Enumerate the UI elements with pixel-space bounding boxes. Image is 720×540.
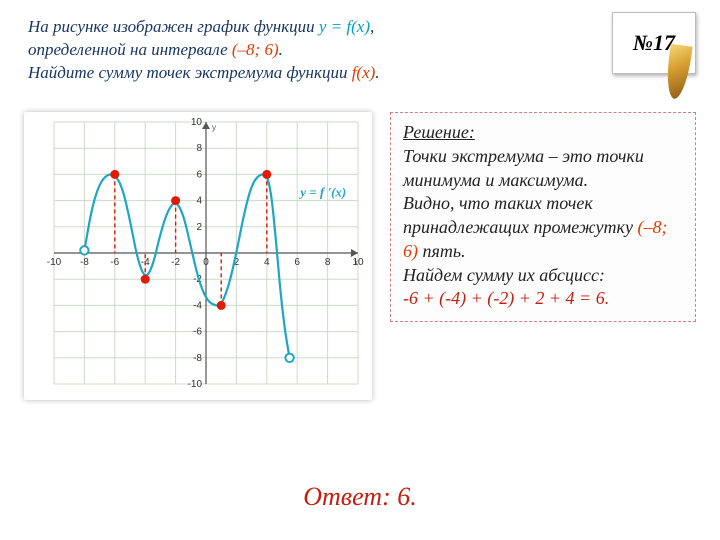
solution-line: Точки экстремума – это точки минимума и … <box>403 145 683 193</box>
svg-text:-2: -2 <box>171 257 180 268</box>
svg-text:-6: -6 <box>193 327 202 338</box>
svg-text:4: 4 <box>264 257 270 268</box>
prompt-text: определенной на интервале <box>28 40 232 59</box>
svg-text:2: 2 <box>196 222 202 233</box>
svg-text:-8: -8 <box>80 257 89 268</box>
prompt-text: , <box>370 17 374 36</box>
svg-text:0: 0 <box>203 257 209 268</box>
prompt-interval: (–8; 6) <box>232 40 279 59</box>
solution-panel: Решение: Точки экстремума – это точки ми… <box>390 112 696 322</box>
svg-text:-6: -6 <box>110 257 119 268</box>
prompt-text: . <box>279 40 283 59</box>
svg-text:4: 4 <box>196 196 202 207</box>
svg-text:6: 6 <box>196 169 202 180</box>
solution-heading: Решение: <box>403 121 683 145</box>
svg-text:10: 10 <box>352 257 364 268</box>
answer: Ответ: 6. <box>0 482 720 512</box>
prompt-fx2: f(x) <box>352 63 376 82</box>
svg-text:-10: -10 <box>188 379 203 390</box>
solution-sum: -6 + (-4) + (-2) + 2 + 4 = 6. <box>403 287 683 311</box>
svg-text:-8: -8 <box>193 353 202 364</box>
solution-line: Найдем сумму их абсцисс: <box>403 264 683 288</box>
svg-text:y: y <box>212 123 216 132</box>
prompt-fx: y = f(x) <box>319 17 370 36</box>
problem-number-badge: №17 <box>612 12 696 74</box>
problem-number: №17 <box>633 30 675 56</box>
svg-text:8: 8 <box>196 143 202 154</box>
svg-text:10: 10 <box>191 117 203 128</box>
svg-text:-4: -4 <box>193 300 202 311</box>
svg-text:8: 8 <box>325 257 331 268</box>
prompt-text: На рисунке изображен график функции <box>28 17 319 36</box>
prompt-text: Найдите сумму точек экстремума функции <box>28 63 352 82</box>
solution-line: Видно, что таких точек принадлежащих про… <box>403 192 683 263</box>
problem-statement: На рисунке изображен график функции y = … <box>28 16 548 85</box>
svg-text:6: 6 <box>294 257 300 268</box>
solution-text: Видно, что таких точек принадлежащих про… <box>403 193 637 237</box>
solution-text: пять. <box>418 241 466 261</box>
function-chart: xy-10-8-6-4-20246810-10-8-6-4-2246810y =… <box>24 112 372 400</box>
prompt-text: . <box>375 63 379 82</box>
svg-text:y = f '(x): y = f '(x) <box>298 185 346 200</box>
svg-text:-10: -10 <box>47 257 62 268</box>
